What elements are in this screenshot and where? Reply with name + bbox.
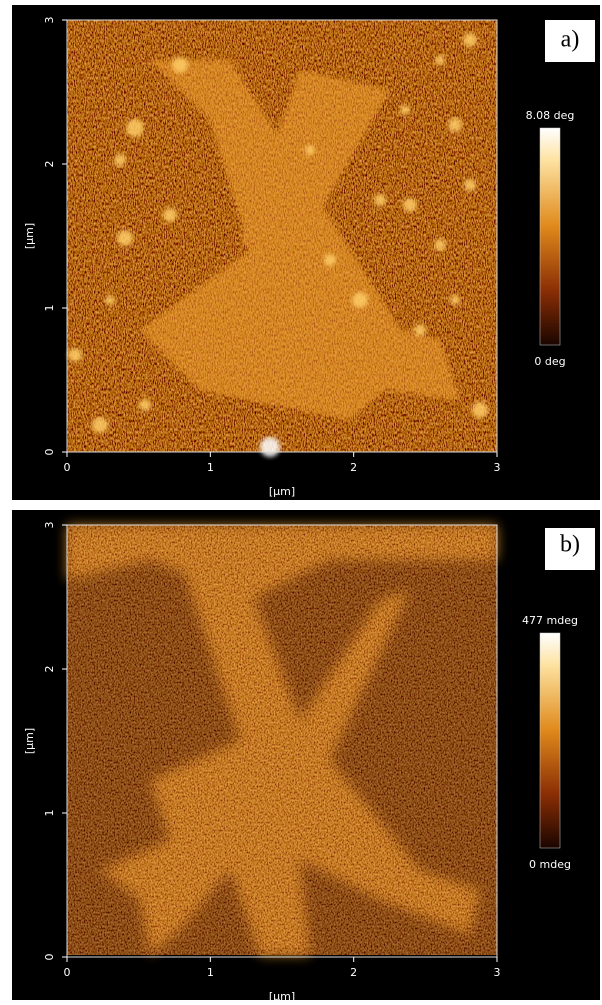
x-tick-label: 0 xyxy=(64,966,71,979)
y-tick-label: 1 xyxy=(43,305,56,312)
panel-label: a) xyxy=(561,27,580,53)
panels xyxy=(12,5,600,1000)
y-tick-label: 2 xyxy=(43,666,56,673)
colorbar xyxy=(540,128,560,345)
y-axis-label: [µm] xyxy=(23,223,36,249)
x-tick-label: 1 xyxy=(207,966,214,979)
y-tick-label: 2 xyxy=(43,161,56,168)
y-tick-label: 0 xyxy=(43,449,56,456)
x-tick-label: 0 xyxy=(64,461,71,474)
x-tick-label: 3 xyxy=(494,461,501,474)
y-tick-label: 3 xyxy=(43,522,56,529)
colorbar-max-label: 477 mdeg xyxy=(522,614,578,627)
colorbar-min-label: 0 deg xyxy=(534,355,565,368)
y-tick-label: 1 xyxy=(43,810,56,817)
colorbar xyxy=(540,633,560,848)
x-axis-label: [µm] xyxy=(269,485,295,498)
x-axis-label: [µm] xyxy=(269,990,295,1003)
y-axis-label: [µm] xyxy=(23,728,36,754)
x-tick-label: 1 xyxy=(207,461,214,474)
y-tick-label: 3 xyxy=(43,17,56,24)
y-tick-label: 0 xyxy=(43,954,56,961)
colorbar-max-label: 8.08 deg xyxy=(526,109,575,122)
figure: 0 1 2 3 0 1 2 3 [µm] [µm] a) 8.08 deg 0 deg 0 1 2 3 0 1 2 3 [… xyxy=(0,0,602,1005)
colorbar-min-label: 0 mdeg xyxy=(529,858,571,871)
x-tick-label: 2 xyxy=(350,966,357,979)
x-tick-label: 3 xyxy=(494,966,501,979)
afm-texture xyxy=(67,525,497,955)
x-tick-label: 2 xyxy=(350,461,357,474)
panel-label: b) xyxy=(560,532,580,558)
